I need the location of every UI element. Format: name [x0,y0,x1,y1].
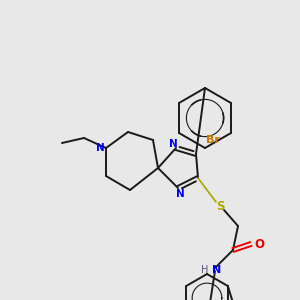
Text: N: N [176,189,184,199]
Text: S: S [216,200,224,212]
Text: O: O [254,238,264,250]
Text: N: N [169,139,177,149]
Text: N: N [212,265,222,275]
Text: H: H [201,265,209,275]
Text: N: N [96,143,104,153]
Text: Br: Br [206,135,220,145]
